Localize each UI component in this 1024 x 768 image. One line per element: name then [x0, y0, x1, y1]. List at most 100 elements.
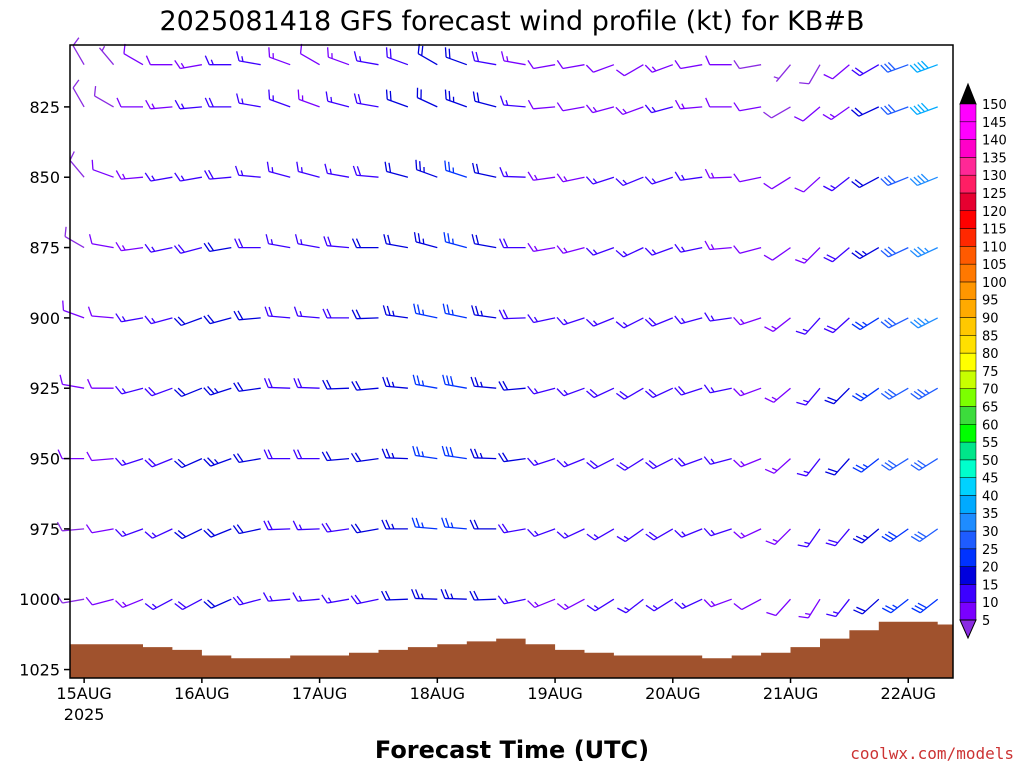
barb-half-flag [151, 175, 156, 181]
barb-flag [503, 238, 509, 248]
barb-flag [297, 449, 303, 459]
barb-flag [419, 161, 422, 172]
barb-flag [203, 529, 212, 538]
colorbar-swatch [959, 246, 977, 265]
barb-flag [913, 248, 922, 256]
colorbar-label: 75 [982, 365, 999, 380]
wind-barb [823, 64, 850, 80]
barb-flag [917, 175, 926, 183]
barb-flag [469, 590, 475, 601]
wind-barb [733, 316, 762, 326]
barb-flag [115, 313, 122, 323]
colorbar-swatch [959, 477, 977, 496]
colorbar-label: 95 [982, 294, 999, 309]
barb-flag [851, 109, 860, 117]
barb-half-flag [862, 250, 868, 256]
credit-text[interactable]: coolwx.com/models [850, 744, 1014, 763]
barb-flag [825, 542, 836, 547]
barb-flag [799, 82, 810, 85]
x-tick-label: 17AUG [292, 684, 347, 703]
barb-half-flag [451, 238, 454, 245]
barb-half-flag [480, 310, 483, 317]
barb-flag [236, 93, 240, 104]
barb-flag [884, 462, 894, 469]
wind-barb [64, 226, 85, 249]
ground-area [70, 621, 953, 678]
barb-flag [325, 451, 332, 461]
wind-barb [413, 303, 438, 319]
barb-flag [469, 448, 475, 459]
barb-staff [94, 95, 114, 108]
barb-flag [616, 69, 625, 77]
wind-barb [909, 246, 938, 258]
wind-barb [322, 308, 349, 319]
colorbar-swatch [959, 317, 977, 336]
wind-barb [823, 247, 850, 263]
barb-flag [733, 173, 741, 183]
barb-flag [296, 161, 299, 172]
colorbar-label: 25 [982, 543, 999, 558]
barb-half-flag [391, 523, 395, 530]
wind-barb [296, 161, 320, 178]
wind-barb [617, 598, 644, 614]
barb-half-flag [210, 59, 214, 65]
wind-barb [469, 590, 497, 601]
colorbar-swatch [959, 370, 977, 389]
barb-flag [355, 380, 362, 391]
barb-half-flag [563, 176, 568, 182]
barb-flag [381, 448, 387, 459]
wind-barb [527, 457, 556, 467]
barb-half-flag [329, 168, 332, 175]
wind-barb [880, 104, 909, 116]
barb-staff [739, 176, 762, 183]
barb-flag [884, 63, 892, 72]
barb-flag [177, 316, 186, 325]
barb-flag [527, 528, 535, 537]
wind-barb [703, 527, 732, 537]
barb-half-flag [392, 310, 395, 317]
barb-half-flag [592, 178, 598, 184]
y-tick-label: 975 [29, 520, 60, 539]
wind-barb [826, 598, 850, 618]
barb-flag [115, 600, 124, 608]
wind-barb [115, 528, 144, 538]
wind-barb [266, 161, 291, 178]
wind-barb [383, 234, 409, 249]
barb-half-flag [122, 601, 127, 607]
barb-half-flag [681, 317, 686, 323]
wind-barb [773, 64, 791, 82]
wind-barb [59, 374, 85, 389]
barb-flag [910, 392, 920, 400]
colorbar-swatch [959, 495, 977, 514]
barb-staff [741, 598, 762, 611]
wind-barb [411, 517, 438, 530]
wind-barb [294, 234, 320, 249]
wind-barb [910, 528, 939, 543]
barb-flag [913, 319, 923, 327]
x-axis: 15AUG 2025 16AUG 17AUG 18AUG 19AUG 20AUG 21AUG 2… [56, 678, 936, 724]
barb-staff [92, 169, 114, 178]
barb-flag [237, 382, 244, 392]
wind-barb [263, 449, 291, 460]
wind-barb [444, 160, 468, 178]
wind-barb [909, 60, 938, 73]
barb-half-flag [829, 113, 836, 118]
barb-flag [615, 321, 625, 329]
barb-flag [384, 161, 388, 172]
barb-half-flag [710, 172, 715, 179]
barb-flag [920, 173, 929, 182]
wind-barb [322, 379, 350, 390]
wind-barb [674, 528, 703, 538]
wind-barb [851, 247, 880, 260]
colorbar-label: 100 [982, 276, 1007, 291]
wind-barb [527, 314, 556, 324]
barb-flag [443, 232, 447, 243]
wind-barb [293, 449, 320, 460]
wind-barb [823, 317, 850, 334]
barb-flag [144, 531, 153, 539]
barb-flag [917, 388, 926, 396]
barb-half-flag [180, 103, 185, 109]
wind-barb [442, 374, 467, 389]
barb-flag [704, 312, 711, 322]
wind-barb [644, 246, 674, 256]
